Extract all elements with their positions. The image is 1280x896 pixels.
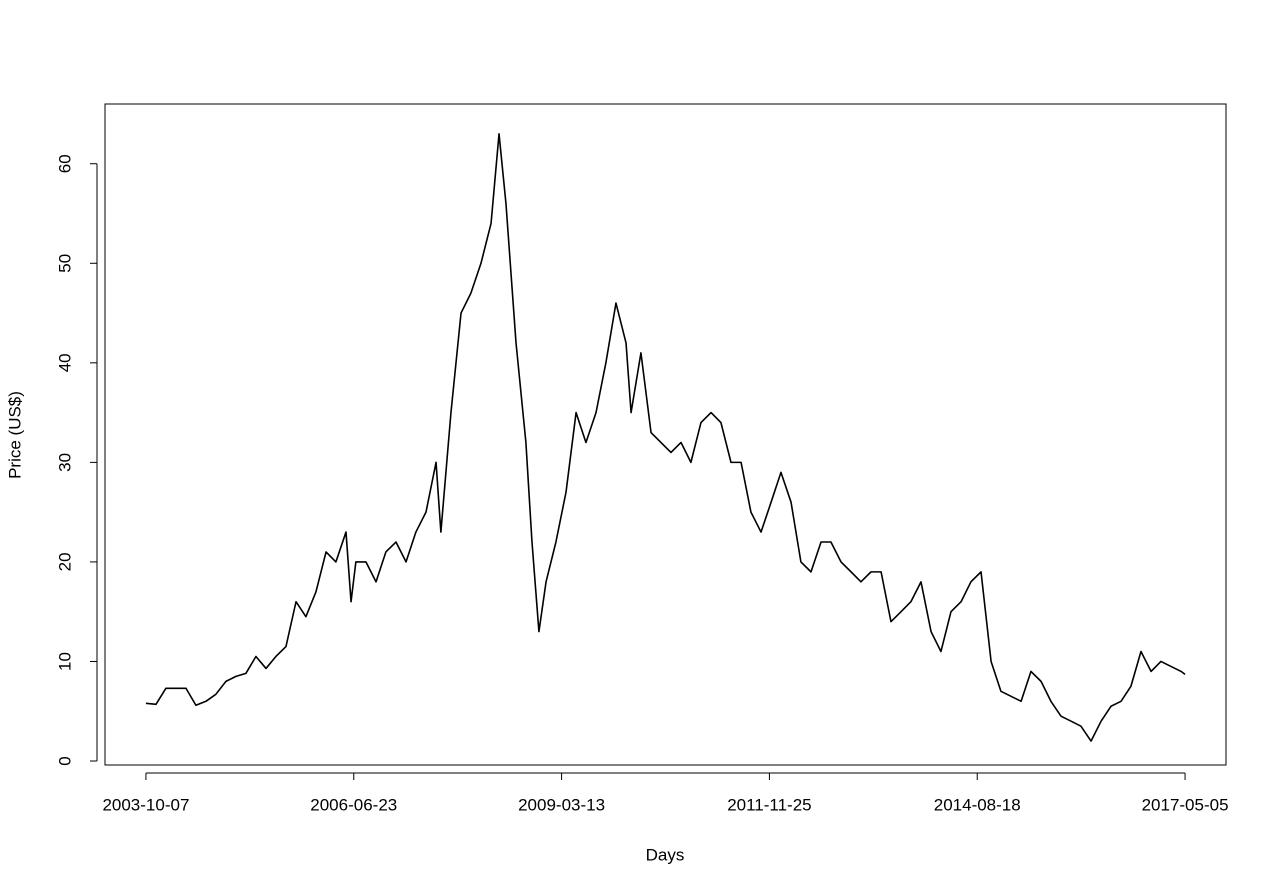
y-tick-label: 40 [55, 353, 74, 372]
y-tick-label: 30 [55, 453, 74, 472]
x-tick-label: 2006-06-23 [310, 795, 397, 814]
x-tick-label: 2017-05-05 [1142, 795, 1229, 814]
y-tick-label: 20 [55, 552, 74, 571]
plot-box [104, 103, 1227, 766]
x-tick-label: 2014-08-18 [934, 795, 1021, 814]
y-tick-label: 60 [55, 154, 74, 173]
y-tick-label: 0 [55, 756, 74, 765]
price-line [145, 133, 1186, 742]
x-tick-label: 2003-10-07 [102, 795, 189, 814]
x-tick-label: 2009-03-13 [518, 795, 605, 814]
y-tick-label: 10 [55, 652, 74, 671]
x-tick-label: 2011-11-25 [727, 795, 811, 814]
x-axis-label: Days [646, 845, 685, 864]
y-tick-label: 50 [55, 254, 74, 273]
y-axis-label: Price (US$) [5, 391, 24, 479]
